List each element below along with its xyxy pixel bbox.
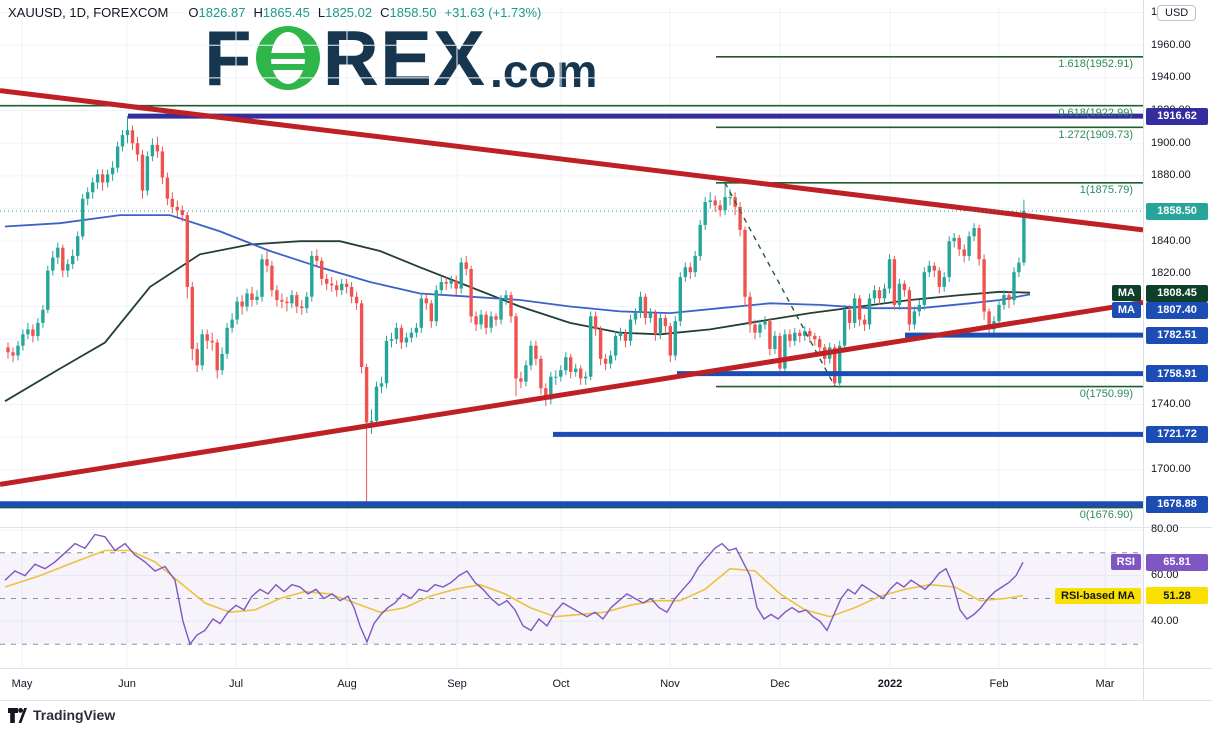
rsi-tick-label: 80.00 (1151, 523, 1179, 536)
ohlc-value: 1865.45 (262, 5, 310, 20)
time-tick-label: Dec (770, 678, 790, 690)
ohlc-key: L (317, 5, 326, 20)
time-tick-label: Jun (118, 678, 136, 690)
time-tick-label: Sep (447, 678, 467, 690)
indicator-badge[interactable]: RSI (1110, 554, 1141, 570)
price-tick-label: 1940.00 (1151, 71, 1191, 84)
tradingview-logo-icon (8, 707, 27, 723)
watermark-dot-com: .com (490, 45, 598, 97)
price-tick-label: 1900.00 (1151, 136, 1191, 149)
time-tick-label: 2022 (877, 678, 903, 690)
price-tag: 1916.62 (1146, 107, 1208, 125)
fib-level-label: 0(1676.90) (1079, 509, 1133, 522)
price-tag: 65.81 (1146, 553, 1208, 571)
time-tick-label: Nov (660, 678, 680, 690)
chart-bottom-border (0, 700, 1212, 701)
price-tag: 1858.50 (1146, 202, 1208, 220)
change-value: +31.63 (+1.73%) (444, 5, 542, 20)
price-tag: 1678.88 (1146, 495, 1208, 513)
indicator-badge[interactable]: RSI-based MA (1055, 588, 1141, 604)
price-tick-label: 1820.00 (1151, 267, 1191, 280)
price-tick-label: 1880.00 (1151, 169, 1191, 182)
price-tag: 1721.72 (1146, 425, 1208, 443)
time-tick-label: Oct (552, 678, 570, 690)
ohlc-key: H (253, 5, 263, 20)
chart-canvas[interactable] (0, 0, 1143, 668)
pane-separator[interactable] (0, 527, 1212, 528)
time-scale-hit-area[interactable] (0, 668, 1143, 700)
price-tick-label: 1700.00 (1151, 463, 1191, 476)
ohlc-key: O (188, 5, 199, 20)
forex-logo-o-icon (255, 26, 320, 90)
time-tick-label: Aug (337, 678, 357, 690)
price-tick-label: 1840.00 (1151, 234, 1191, 247)
tradingview-attribution[interactable]: TradingView (8, 707, 115, 723)
price-tick-label: 1740.00 (1151, 398, 1191, 410)
time-tick-label: Mar (1095, 678, 1115, 690)
time-tick-label: May (11, 678, 33, 690)
watermark-letter-f: F (204, 14, 253, 102)
time-axis-separator (0, 668, 1212, 669)
fib-level-label: 1.272(1909.73) (1058, 128, 1133, 141)
fib-level-label: 1.618(1952.91) (1058, 58, 1133, 71)
price-scale-separator (1143, 0, 1144, 700)
price-scale-hit-area[interactable] (1143, 0, 1212, 668)
symbol-title: XAUUSD, 1D, FOREXCOM (8, 5, 169, 20)
ohlc-key: C (380, 5, 390, 20)
indicator-badge[interactable]: MA (1111, 302, 1141, 318)
time-tick-label: Jul (228, 678, 244, 690)
rsi-tick-label: 40.00 (1151, 614, 1179, 627)
price-tick-label: 1960.00 (1151, 38, 1191, 51)
price-tag: 51.28 (1146, 587, 1208, 604)
tradingview-brand-text: TradingView (33, 707, 116, 723)
ohlc-value: 1826.87 (198, 5, 246, 20)
ohlc-value: 1858.50 (389, 5, 437, 20)
symbol-info-bar[interactable]: XAUUSD, 1D, FOREXCOM O1826.87 H1865.45 L18… (8, 5, 541, 20)
forex-com-watermark: F REX .com (204, 18, 597, 98)
indicator-badge[interactable]: MA (1111, 285, 1141, 301)
fib-level-label: 0(1750.99) (1079, 388, 1133, 401)
rsi-tick-label: 60.00 (1151, 569, 1179, 582)
price-tag: 1807.40 (1146, 301, 1208, 319)
fib-level-label: 1(1875.79) (1079, 184, 1133, 197)
ohlc-values: O1826.87 H1865.45 L1825.02 C1858.50 (180, 5, 436, 20)
price-tag: 1808.45 (1146, 284, 1208, 302)
currency-toggle-button[interactable]: USD (1157, 5, 1197, 21)
price-tag: 1758.91 (1146, 365, 1208, 383)
ohlc-value: 1825.02 (325, 5, 373, 20)
price-tag: 1782.51 (1146, 326, 1208, 344)
watermark-letters-rex: REX (322, 14, 487, 102)
time-tick-label: Feb (989, 678, 1009, 690)
fib-level-label: 0.618(1922.99) (1058, 107, 1133, 120)
